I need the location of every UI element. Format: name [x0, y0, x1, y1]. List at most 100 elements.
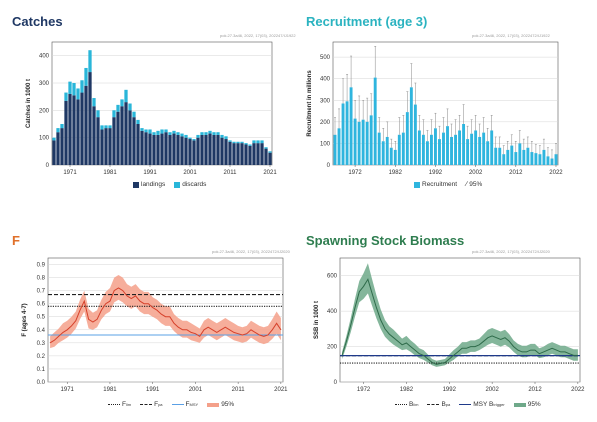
landings-bar	[196, 137, 200, 165]
recruitment-bar	[526, 147, 530, 165]
discards-bar	[132, 111, 136, 118]
landings-bar	[64, 100, 68, 165]
recruitment-stamp: pok.27.3a46, 2022, 17(03), 2022472/IJ192…	[472, 33, 550, 38]
f-ytick-label: 0.2	[37, 354, 46, 360]
discards-bar	[120, 99, 124, 107]
recruitment-bar	[429, 134, 433, 165]
discards-bar	[244, 143, 248, 145]
discards-bar	[252, 140, 256, 144]
landings-bar	[96, 117, 100, 165]
landings-bar	[180, 136, 184, 165]
recruitment-xtick-label: 1992	[429, 170, 443, 176]
recruitment-bar	[333, 134, 337, 165]
discards-bar	[220, 134, 224, 138]
catches-ytick-label: 400	[39, 54, 50, 60]
ssb-ytick-label: 600	[327, 274, 338, 280]
recruitment-bar	[353, 118, 357, 165]
landings-bar	[124, 102, 128, 165]
recruitment-xtick-label: 2002	[469, 170, 483, 176]
recruitment-bar	[546, 156, 550, 165]
recruitment-bar	[550, 158, 554, 165]
recruitment-bar	[421, 134, 425, 165]
landings-bar	[164, 132, 168, 165]
ssb-ytick-label: 200	[327, 345, 338, 351]
landings-bar	[60, 128, 64, 165]
discards-bar	[84, 67, 88, 86]
catches-ytick-label: 100	[39, 136, 50, 142]
landings-bar	[104, 128, 108, 165]
discards-bar	[256, 140, 260, 144]
landings-bar	[112, 117, 116, 165]
discards-bar	[152, 132, 156, 135]
recruitment-bar	[397, 134, 401, 165]
discards-bar	[136, 119, 140, 124]
discards-bar	[124, 89, 128, 103]
landings-bar	[244, 144, 248, 165]
catches-legend: landings discards	[133, 181, 211, 188]
discards-bar	[236, 141, 240, 144]
discards-bar	[216, 132, 220, 135]
landings-bar	[268, 152, 272, 165]
landings-bar	[216, 134, 220, 165]
discards-bar	[204, 132, 208, 135]
recruitment-bar	[361, 119, 365, 165]
catches-xtick-label: 2011	[224, 170, 238, 176]
f-xtick-label: 2021	[274, 387, 288, 393]
f-stamp: pok.27.3a46, 2022, 17(03), 2022472/IJ202…	[212, 249, 290, 254]
recruitment-bar	[381, 141, 385, 165]
landings-bar	[188, 139, 192, 165]
discards-bar	[52, 137, 56, 141]
recruitment-bar	[482, 132, 486, 165]
landings-bar	[208, 133, 212, 165]
recruitment-bar	[494, 147, 498, 165]
recruitment-bar	[409, 87, 413, 165]
discards-bar	[240, 141, 244, 144]
landings-bar	[132, 117, 136, 165]
recruitment-bar	[446, 126, 449, 165]
recruitment-bar	[442, 132, 445, 165]
discards-bar	[188, 137, 192, 140]
f-ytick-label: 0.9	[37, 263, 46, 269]
recruitment-bar	[389, 147, 393, 165]
discards-bar	[116, 104, 120, 112]
recruitment-bar	[337, 128, 341, 165]
recruitment-bar	[474, 130, 478, 165]
landings-bar	[236, 143, 240, 165]
recruitment-ytick-label: 400	[320, 77, 331, 83]
discards-bar	[176, 132, 180, 135]
landings-bar	[252, 143, 256, 165]
discards-bar	[80, 80, 84, 93]
landings-bar	[148, 133, 152, 165]
landings-bar	[52, 140, 56, 165]
f-title: F	[12, 233, 20, 248]
recruitment-ytick-label: 200	[320, 120, 331, 126]
f-ytick-label: 0.5	[37, 315, 46, 321]
recruitment-bar	[518, 143, 522, 165]
f-axes: 0.0 0.1 0.2 0.3 0.4 0.5 0.6 0.7 0.8 0.9 F (ages 4-…	[22, 257, 284, 386]
recruitment-title: Recruitment (age 3)	[306, 14, 428, 29]
recruitment-bar	[510, 145, 514, 165]
recruitment-bar	[554, 154, 558, 165]
discards-bar	[208, 130, 212, 134]
recruitment-bar	[486, 141, 490, 165]
f-ytick-label: 0.8	[37, 276, 46, 282]
landings-bar	[116, 111, 120, 165]
recruitment-bar	[522, 149, 526, 165]
recruitment-bar	[373, 77, 377, 165]
recruitment-bar	[425, 141, 429, 165]
landings-bar	[136, 124, 140, 165]
legend-discards: discards	[174, 181, 206, 188]
recruitment-ylabel: Recruitment in millions	[307, 70, 313, 137]
ssb-title: Spawning Stock Biomass	[306, 233, 465, 248]
recruitment-xtick-label: 2022	[549, 170, 563, 176]
recruitment-bar	[357, 121, 361, 165]
recruitment-legend: Recruitment ∕ 95%	[414, 181, 487, 188]
ssb-xtick-label: 1992	[443, 387, 457, 393]
landings-bar	[184, 137, 188, 165]
recruitment-bar	[542, 149, 546, 165]
